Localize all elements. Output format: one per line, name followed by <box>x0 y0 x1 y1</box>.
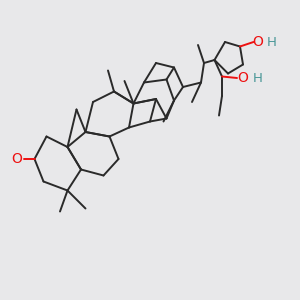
Text: O: O <box>11 152 22 166</box>
Text: O: O <box>238 71 248 85</box>
Text: H: H <box>267 35 276 49</box>
Text: O: O <box>252 35 263 49</box>
Text: H: H <box>253 71 263 85</box>
